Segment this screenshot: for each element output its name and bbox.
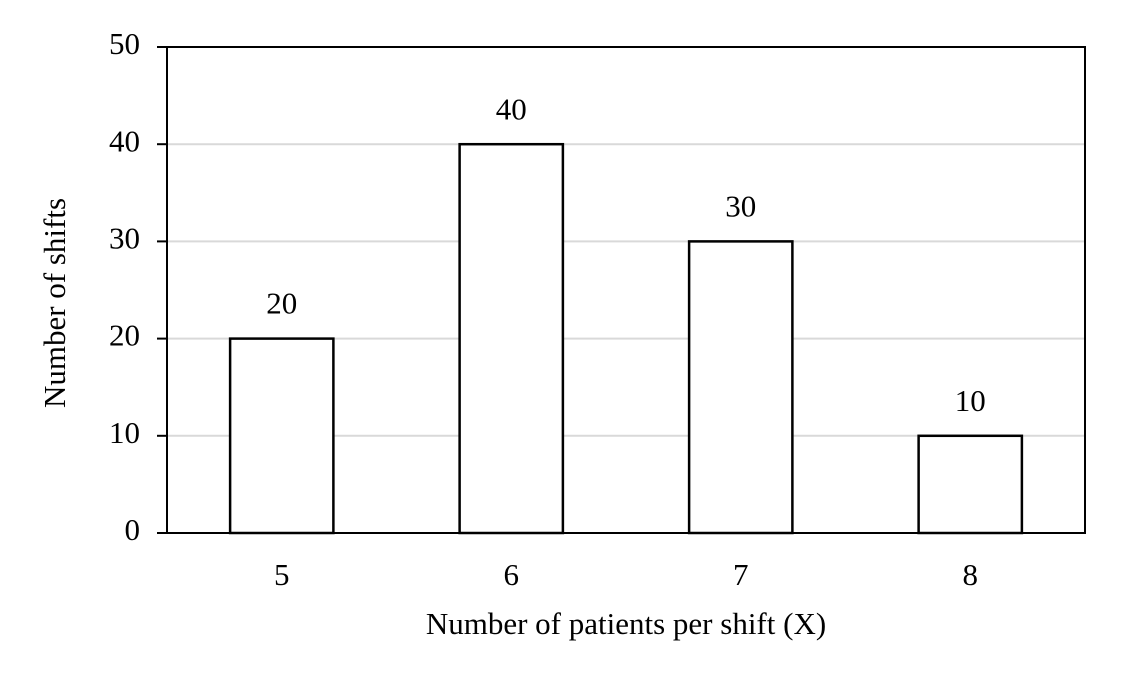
x-tick-label: 6 — [504, 557, 520, 592]
x-tick-label: 7 — [733, 557, 749, 592]
plot-frame — [166, 46, 1086, 534]
value-label: 40 — [496, 91, 527, 126]
value-label: 30 — [725, 189, 756, 224]
bar — [917, 434, 1024, 535]
y-tick-label: 30 — [109, 221, 140, 256]
y-tick-label: 10 — [109, 415, 140, 450]
bar — [458, 142, 565, 535]
y-axis-label: Number of shifts — [37, 198, 72, 408]
x-tick-label: 5 — [274, 557, 290, 592]
value-label: 20 — [266, 286, 297, 321]
y-tick-label: 40 — [109, 123, 140, 158]
y-tick-label: 0 — [125, 512, 141, 547]
y-tick-label: 50 — [109, 26, 140, 61]
bar — [228, 337, 335, 535]
x-tick-label: 8 — [963, 557, 979, 592]
y-tick-label: 20 — [109, 318, 140, 353]
bar — [687, 240, 794, 535]
x-axis-label: Number of patients per shift (X) — [426, 606, 826, 641]
value-label: 10 — [955, 383, 986, 418]
